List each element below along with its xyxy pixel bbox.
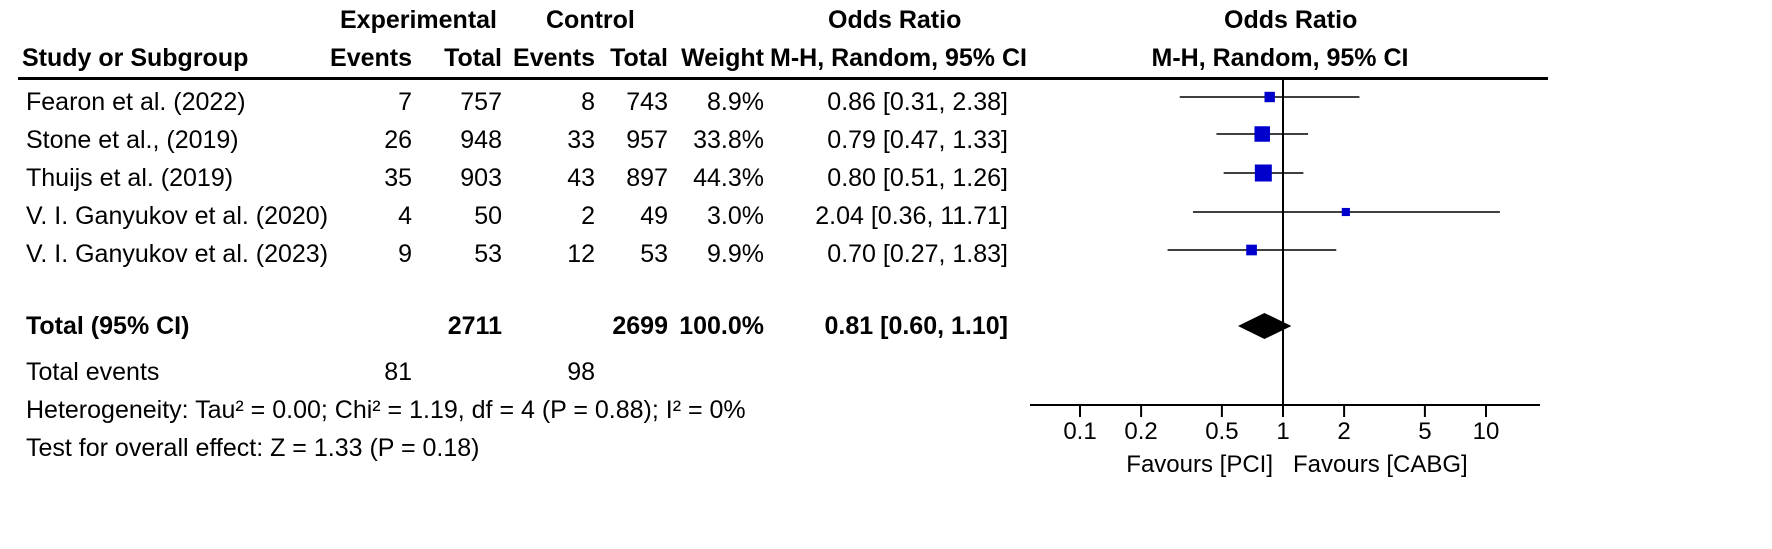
ctl-events-header: Events: [513, 44, 595, 72]
study-marker: [1264, 91, 1275, 103]
ctl-total-header: Total: [610, 44, 668, 72]
ctl-total: 957: [626, 126, 668, 154]
ctl-total-sum: 2699: [612, 312, 668, 340]
ctl-total: 743: [626, 88, 668, 116]
control-header: Control: [546, 6, 635, 34]
study-marker: [1254, 164, 1272, 182]
total-events-label: Total events: [26, 358, 160, 386]
ctl-events: 2: [581, 202, 595, 230]
pooled-odds-ratio-ci: 0.81 [0.60, 1.10]: [824, 312, 1008, 340]
or-method-header-right: M-H, Random, 95% CI: [1151, 44, 1409, 72]
x-axis-tick-label: 0.2: [1124, 418, 1157, 445]
exp-events: 4: [398, 202, 412, 230]
exp-total: 757: [460, 88, 502, 116]
favours-right-label: Favours [CABG]: [1293, 451, 1468, 478]
exp-events-header: Events: [330, 44, 412, 72]
ctl-events: 43: [567, 164, 595, 192]
x-axis-tick-label: 5: [1418, 418, 1431, 445]
ctl-total: 49: [640, 202, 668, 230]
exp-total: 50: [474, 202, 502, 230]
odds-ratio-ci: 0.80 [0.51, 1.26]: [827, 164, 1008, 192]
study-name: V. I. Ganyukov et al. (2020): [26, 202, 329, 230]
pooled-diamond: [1237, 313, 1292, 339]
experimental-header: Experimental: [340, 6, 498, 34]
ctl-total: 53: [640, 240, 668, 268]
total-events-exp: 81: [384, 358, 412, 386]
odds-ratio-ci: 0.70 [0.27, 1.83]: [827, 240, 1008, 268]
or-method-header-left: M-H, Random, 95% CI: [770, 44, 1027, 72]
exp-total-header: Total: [444, 44, 502, 72]
weight: 9.9%: [707, 240, 764, 268]
heterogeneity-text: Heterogeneity: Tau² = 0.00; Chi² = 1.19,…: [26, 396, 746, 424]
odds-ratio-header-left: Odds Ratio: [828, 6, 962, 34]
exp-events: 7: [398, 88, 412, 116]
exp-total: 53: [474, 240, 502, 268]
x-axis-tick-label: 0.1: [1063, 418, 1096, 445]
ctl-events: 8: [581, 88, 595, 116]
odds-ratio-ci: 0.86 [0.31, 2.38]: [827, 88, 1008, 116]
weight: 44.3%: [693, 164, 764, 192]
exp-total: 903: [460, 164, 502, 192]
odds-ratio-header-right: Odds Ratio: [1224, 6, 1358, 34]
exp-events: 26: [384, 126, 412, 154]
x-axis-tick-label: 2: [1337, 418, 1350, 445]
x-axis-tick-label: 10: [1473, 418, 1500, 445]
x-axis-tick-label: 1: [1276, 418, 1289, 445]
study-name: V. I. Ganyukov et al. (2023): [26, 240, 329, 268]
ctl-events: 33: [567, 126, 595, 154]
overall-effect-text: Test for overall effect: Z = 1.33 (P = 0…: [26, 434, 480, 462]
odds-ratio-ci: 2.04 [0.36, 11.71]: [815, 202, 1008, 230]
study-name: Stone et al., (2019): [26, 126, 239, 154]
weight: 8.9%: [707, 88, 764, 116]
weight: 3.0%: [707, 202, 764, 230]
exp-total: 948: [460, 126, 502, 154]
study-name: Thuijs et al. (2019): [26, 164, 234, 192]
ctl-events: 12: [567, 240, 595, 268]
weight-header: Weight: [681, 44, 764, 72]
study-column-header: Study or Subgroup: [22, 44, 249, 72]
ctl-total: 897: [626, 164, 668, 192]
total-label: Total (95% CI): [26, 312, 190, 340]
study-marker: [1246, 244, 1257, 256]
exp-total-sum: 2711: [447, 312, 502, 340]
total-weight: 100.0%: [679, 312, 764, 340]
weight: 33.8%: [693, 126, 764, 154]
study-marker: [1254, 126, 1270, 142]
header-divider: [18, 77, 1548, 80]
exp-events: 9: [398, 240, 412, 268]
odds-ratio-ci: 0.79 [0.47, 1.33]: [827, 126, 1008, 154]
favours-left-label: Favours [PCI]: [1126, 451, 1273, 478]
study-name: Fearon et al. (2022): [26, 88, 246, 116]
total-events-ctl: 98: [567, 358, 595, 386]
study-marker: [1341, 207, 1350, 217]
x-axis-tick-label: 0.5: [1205, 418, 1238, 445]
exp-events: 35: [384, 164, 412, 192]
